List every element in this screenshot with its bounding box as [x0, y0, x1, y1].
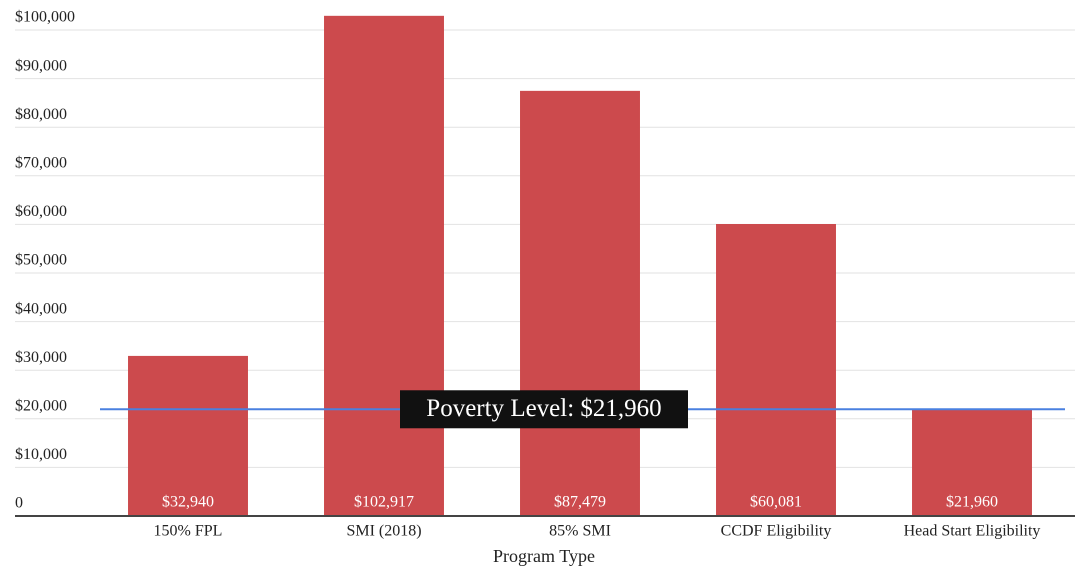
y-tick-label: $100,000 — [15, 9, 75, 26]
y-tick-label: $80,000 — [15, 106, 67, 123]
y-tick-label: $60,000 — [15, 203, 67, 220]
y-tick-label: 0 — [15, 495, 23, 512]
x-axis-label: Program Type — [493, 546, 595, 566]
data-label: $21,960 — [946, 494, 998, 511]
x-tick-label: CCDF Eligibility — [721, 523, 832, 540]
data-label: $32,940 — [162, 494, 214, 511]
data-label: $102,917 — [354, 494, 414, 511]
x-tick-label: SMI (2018) — [346, 523, 421, 540]
y-tick-label: $50,000 — [15, 252, 67, 269]
data-label: $87,479 — [554, 494, 606, 511]
bar — [716, 224, 836, 516]
x-tick-label: Head Start Eligibility — [904, 523, 1041, 540]
bar — [912, 409, 1032, 516]
x-tick-label: 150% FPL — [154, 523, 223, 540]
y-tick-label: $30,000 — [15, 349, 67, 366]
bar — [128, 355, 248, 516]
annotation-label: Poverty Level: $21,960 — [426, 395, 661, 422]
y-tick-label: $20,000 — [15, 397, 67, 414]
data-label: $60,081 — [750, 494, 802, 511]
y-tick-label: $10,000 — [15, 446, 67, 463]
y-tick-label: $70,000 — [15, 154, 67, 171]
y-tick-label: $90,000 — [15, 57, 67, 74]
y-tick-label: $40,000 — [15, 300, 67, 317]
bar — [520, 90, 640, 517]
x-tick-label: 85% SMI — [549, 523, 611, 540]
bar — [324, 15, 444, 516]
annotation-box — [400, 390, 688, 429]
